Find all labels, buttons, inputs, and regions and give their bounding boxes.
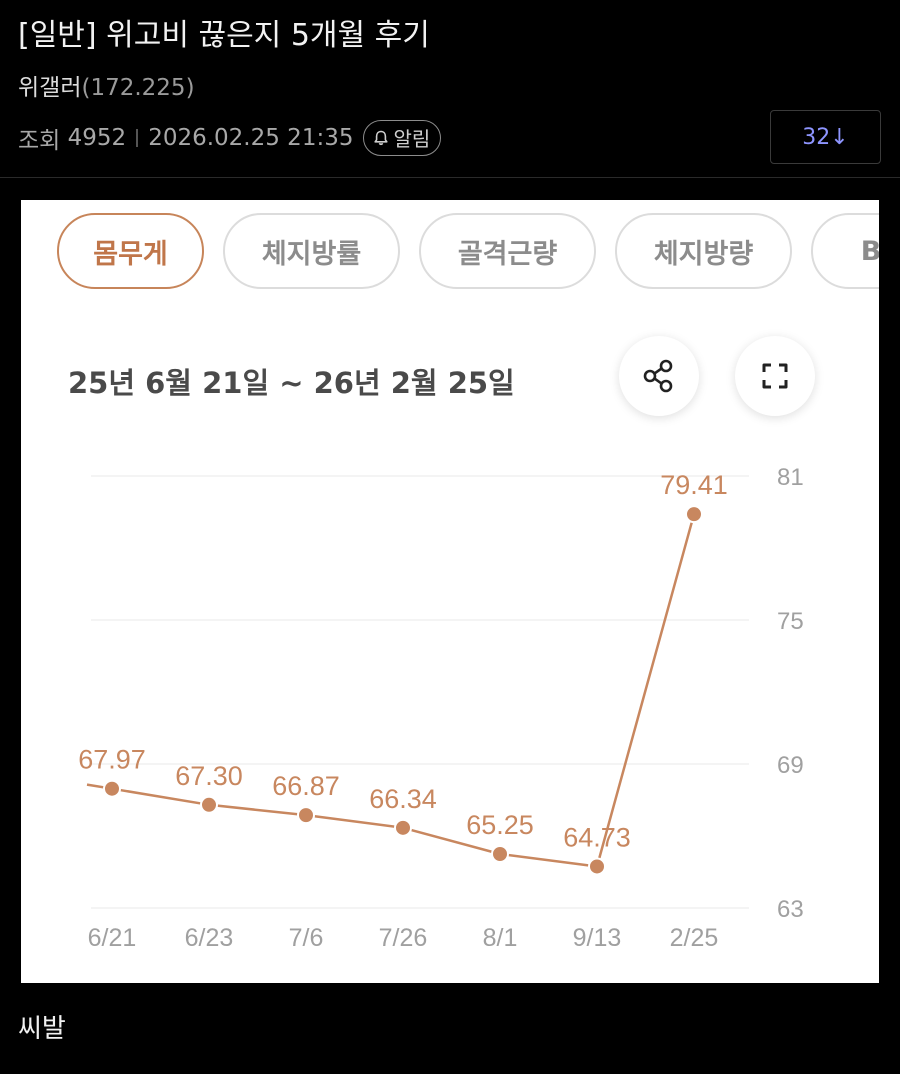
y-tick-label: 81 [777,464,804,491]
data-label: 67.97 [78,745,146,775]
tab-body-fat-percent[interactable]: 체지방률 [223,213,400,289]
alarm-button[interactable]: 알림 [363,120,442,156]
alarm-label: 알림 [393,127,431,151]
data-point [103,779,121,798]
author-ip: (172.225) [81,75,195,101]
author-info: 위갤러(172.225) [18,68,195,102]
data-label: 67.30 [175,761,243,791]
tab-weight[interactable]: 몸무게 [57,213,204,289]
x-tick-label: 9/13 [573,924,622,952]
fullscreen-button[interactable] [735,336,815,416]
data-point [491,845,509,863]
tab-body-fat-mass[interactable]: 체지방량 [615,213,792,289]
x-tick-label: 7/6 [289,924,324,952]
data-label: 79.41 [660,470,728,500]
data-point [200,795,218,814]
post-datetime: 2026.02.25 21:35 [148,125,354,151]
post-meta: 조회 4952 2026.02.25 21:35 알림 [18,120,442,156]
bell-icon [374,130,389,145]
data-point [588,857,606,876]
x-tick-label: 8/1 [483,924,518,952]
views-count: 4952 [67,125,127,151]
date-range: 25년 6월 21일 ~ 26년 2월 25일 [68,366,515,400]
fullscreen-icon [762,363,788,389]
x-tick-label: 6/23 [185,924,234,952]
tab-skeletal-muscle[interactable]: 골격근량 [419,213,596,289]
x-tick-label: 7/26 [379,924,428,952]
tab-more[interactable]: B [811,213,879,289]
data-label: 64.73 [563,822,631,852]
y-tick-label: 63 [777,896,804,923]
post-body-text: 씨발 [18,1014,66,1044]
x-tick-label: 2/25 [670,924,719,952]
share-icon [643,359,673,393]
header-divider [0,177,900,178]
metric-tabs: 몸무게 체지방률 골격근량 체지방량 B [57,213,879,289]
weight-line-chart: 81 75 69 63 67.97 67.30 66.87 66.34 65.25 64.73 79… [78,464,804,952]
x-tick-label: 6/21 [88,924,137,952]
y-tick-label: 69 [777,752,804,779]
share-button[interactable] [619,336,699,416]
data-point [394,818,412,837]
meta-divider [136,129,139,147]
data-label: 66.34 [369,784,437,814]
comment-count-button[interactable]: 32↓ [770,110,881,164]
data-label: 66.87 [272,771,340,801]
y-tick-label: 75 [777,608,804,635]
author-name[interactable]: 위갤러 [18,75,82,101]
views-label: 조회 [18,128,61,154]
data-label: 65.25 [466,810,534,840]
comment-count: 32↓ [802,124,849,150]
data-point [685,505,703,524]
data-point [297,806,315,825]
post-title: [일반] 위고비 끊은지 5개월 후기 [18,18,430,53]
weight-series-line [86,513,696,868]
health-app-screenshot: 몸무게 체지방률 골격근량 체지방량 B 25년 6월 21일 ~ 26년 2월… [21,200,879,983]
